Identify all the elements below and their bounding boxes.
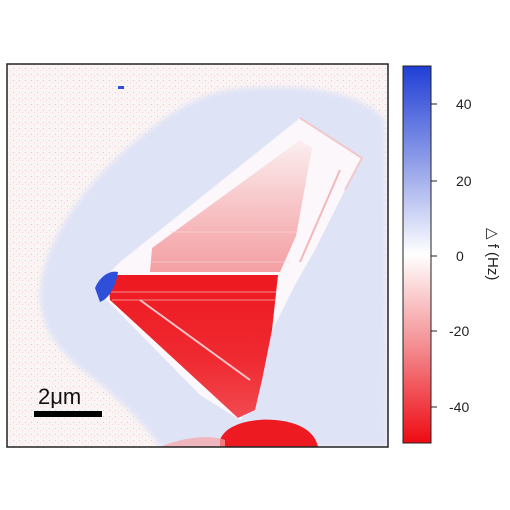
colorbar-gradient	[402, 65, 432, 444]
plateau-edge	[299, 117, 364, 191]
blue-spot	[95, 271, 118, 302]
bottom-red-region	[220, 419, 318, 447]
blue-dot	[118, 86, 124, 89]
colorbar-tick-neg20: -20	[449, 323, 469, 339]
diagonal-streak	[139, 299, 251, 381]
colorbar-tick-neg40: -40	[449, 399, 469, 415]
scale-bar	[34, 411, 102, 417]
upper-triangle	[150, 140, 312, 272]
colorbar-tick-0: 0	[456, 248, 464, 264]
scale-bar-label: 2μm	[38, 384, 81, 409]
image-frame	[6, 63, 389, 448]
image-panel: 2μm	[7, 64, 388, 447]
lower-triangle	[108, 275, 278, 418]
plateau-edge-2	[299, 169, 341, 263]
colorbar-axis-label: △ f (Hz)	[484, 228, 501, 280]
colorbar-tick-40: 40	[456, 96, 472, 112]
scan-lines	[108, 231, 298, 301]
colorbar: 40 20 0 -20 -40 △ f (Hz)	[402, 65, 501, 444]
colorbar-tick-20: 20	[456, 173, 472, 189]
